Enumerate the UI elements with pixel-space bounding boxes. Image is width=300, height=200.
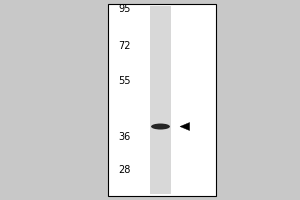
Text: 55: 55 [118, 76, 130, 86]
Ellipse shape [151, 124, 170, 130]
Bar [150, 6, 171, 194]
Text: 72: 72 [118, 41, 130, 51]
Bar [108, 4, 216, 196]
Text: 36: 36 [118, 132, 130, 142]
Text: 95: 95 [118, 4, 130, 14]
Text: 28: 28 [118, 165, 130, 175]
Polygon shape [180, 123, 190, 131]
Text: m.Neuro-2a: m.Neuro-2a [140, 0, 193, 2]
